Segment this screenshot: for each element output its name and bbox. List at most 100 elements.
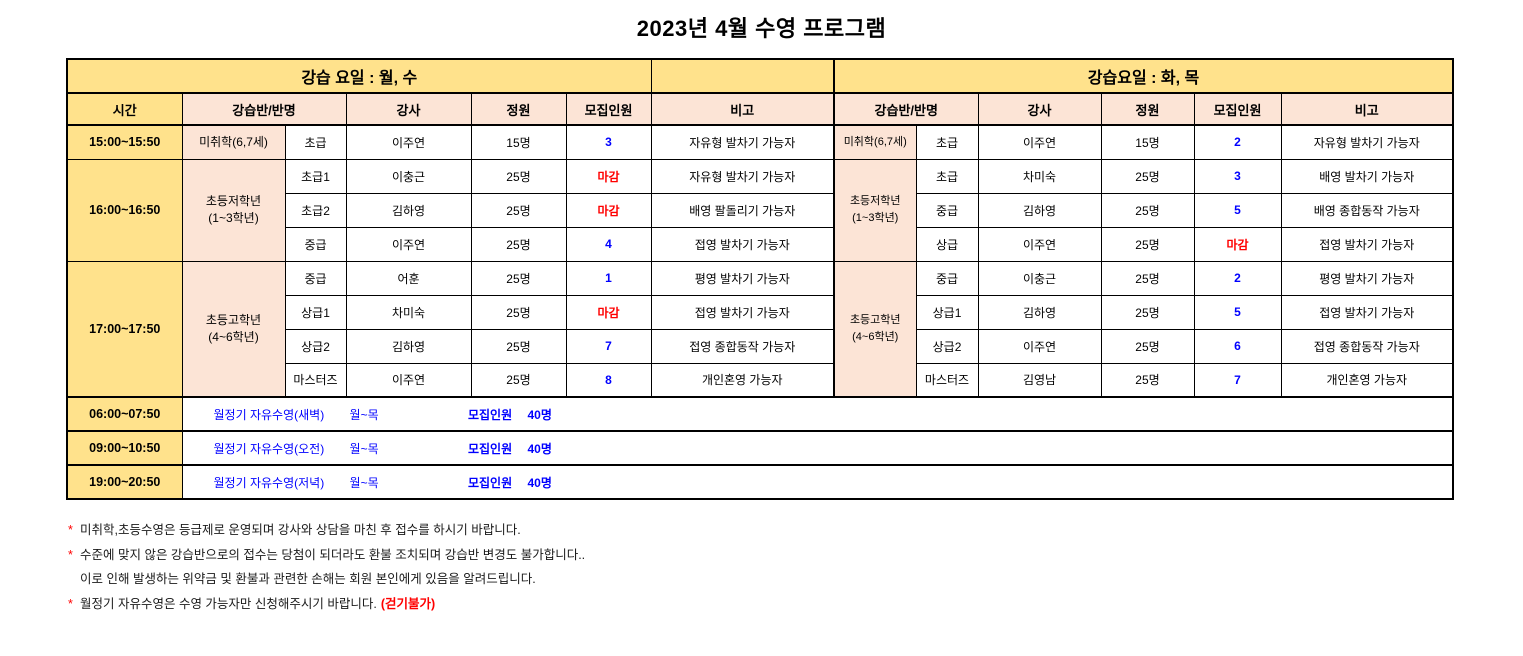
program-table: 강습 요일 : 월, 수 강습요일 : 화, 목 시간 강습반/반명 강사 정원… — [66, 58, 1454, 500]
free-swim-info: 월정기 자유수영(새벽) 월~목 모집인원 40명 — [181, 396, 1454, 432]
footnote-line: 이로 인해 발생하는 위약금 및 환불과 관련한 손해는 회원 본인에게 있음을… — [68, 567, 1523, 592]
right-class-name: 상급1 — [915, 294, 979, 330]
footnote-star: * — [68, 523, 73, 537]
footnote-text: 수준에 맞지 않은 강습반으로의 접수는 당첨이 되더라도 환불 조치되며 강습… — [80, 547, 586, 562]
time-cell: 17:00~17:50 — [66, 260, 183, 398]
right-capacity: 25명 — [1100, 158, 1195, 194]
left-class-name: 상급1 — [284, 294, 347, 330]
footnote-line: * 미취학,초등수영은 등급제로 운영되며 강사와 상담을 마친 후 접수를 하시… — [68, 518, 1523, 543]
right-instructor: 김하영 — [977, 294, 1102, 330]
right-instructor: 차미숙 — [977, 158, 1102, 194]
left-capacity: 25명 — [470, 328, 567, 364]
right-capacity: 25명 — [1100, 260, 1195, 296]
free-swim-name: 월정기 자유수영(저녁) — [213, 475, 325, 490]
free-swim-recruit-label: 모집인원 — [467, 475, 513, 490]
col-header-right-instructor: 강사 — [977, 92, 1102, 126]
left-instructor: 차미숙 — [345, 294, 472, 330]
col-header-time: 시간 — [66, 92, 183, 126]
left-class-name: 상급2 — [284, 328, 347, 364]
free-swim-count: 40명 — [527, 407, 552, 422]
right-recruit-count: 3 — [1193, 158, 1282, 194]
band-gap — [650, 58, 835, 94]
right-instructor: 이주연 — [977, 226, 1102, 262]
right-note: 개인혼영 가능자 — [1280, 362, 1454, 398]
class-row: 16:00~16:50 초등저학년 (1~3학년) 초급1 이충근 25명 마감… — [66, 158, 1454, 262]
left-capacity: 15명 — [470, 124, 567, 160]
left-class-name: 마스터즈 — [284, 362, 347, 398]
left-note: 접영 발차기 가능자 — [650, 294, 835, 330]
class-row: 마스터즈 이주연 25명 8 개인혼영 가능자 마스터즈 김영남 25명 7 개… — [67, 362, 1454, 398]
left-capacity: 25명 — [470, 226, 567, 262]
time-cell: 09:00~10:50 — [66, 430, 183, 466]
right-class-name: 초급 — [915, 158, 979, 194]
right-note: 자유형 발차기 가능자 — [1280, 124, 1454, 160]
right-group-cell: 미취학(6,7세) — [833, 124, 917, 160]
free-swim-days: 월~목 — [349, 407, 379, 422]
right-class-name: 중급 — [915, 260, 979, 296]
left-note: 평영 발차기 가능자 — [650, 260, 835, 296]
left-capacity: 25명 — [470, 158, 567, 194]
right-capacity: 15명 — [1100, 124, 1195, 160]
free-swim-recruit-label: 모집인원 — [467, 407, 513, 422]
right-recruit-count: 마감 — [1193, 226, 1282, 262]
footnote-star: * — [68, 596, 73, 611]
right-recruit-count: 7 — [1193, 362, 1282, 398]
footnote-text: 월정기 자유수영은 수영 가능자만 신청해주시기 바랍니다. — [80, 596, 377, 611]
footnotes: * 미취학,초등수영은 등급제로 운영되며 강사와 상담을 마친 후 접수를 하시… — [68, 518, 1523, 616]
right-class-name: 상급2 — [915, 328, 979, 364]
footnote-text: 이로 인해 발생하는 위약금 및 환불과 관련한 손해는 회원 본인에게 있음을… — [80, 572, 536, 586]
class-row: 상급2 김하영 25명 7 접영 종합동작 가능자 상급2 이주연 25명 6 … — [67, 328, 1454, 364]
col-header-left-group: 강습반/반명 — [181, 92, 347, 126]
col-header-right-note: 비고 — [1280, 92, 1454, 126]
left-note: 자유형 발차기 가능자 — [650, 124, 835, 160]
left-recruit-count: 8 — [565, 362, 652, 398]
class-row: 15:00~15:50 미취학(6,7세) 초급 이주연 15명 3 자유형 발… — [66, 124, 1454, 160]
left-recruit-count: 1 — [565, 260, 652, 296]
free-swim-recruit-label: 모집인원 — [467, 441, 513, 456]
free-swim-info: 월정기 자유수영(오전) 월~목 모집인원 40명 — [181, 430, 1454, 466]
right-class-name: 중급 — [915, 192, 979, 228]
left-instructor: 김하영 — [345, 328, 472, 364]
left-group-cell: 초등고학년 (4~6학년) — [181, 260, 286, 398]
time-cell: 06:00~07:50 — [66, 396, 183, 432]
free-swim-row: 09:00~10:50 월정기 자유수영(오전) 월~목 모집인원 40명 — [66, 430, 1454, 466]
class-row: 17:00~17:50 초등고학년 (4~6학년) 중급 어훈 25명 1 평영… — [66, 260, 1454, 398]
col-header-right-group: 강습반/반명 — [833, 92, 979, 126]
band-left: 강습 요일 : 월, 수 — [66, 58, 652, 94]
left-class-name: 초급1 — [284, 158, 347, 194]
right-instructor: 이주연 — [977, 328, 1102, 364]
col-header-left-note: 비고 — [650, 92, 835, 126]
free-swim-days: 월~목 — [349, 441, 379, 456]
free-swim-row: 06:00~07:50 월정기 자유수영(새벽) 월~목 모집인원 40명 — [66, 396, 1454, 432]
left-recruit-count: 마감 — [565, 294, 652, 330]
right-recruit-count: 2 — [1193, 260, 1282, 296]
left-class-name: 중급 — [284, 260, 347, 296]
footnote-warning: (걷기불가) — [380, 596, 436, 611]
right-note: 접영 종합동작 가능자 — [1280, 328, 1454, 364]
right-capacity: 25명 — [1100, 362, 1195, 398]
right-capacity: 25명 — [1100, 328, 1195, 364]
left-instructor: 이주연 — [345, 124, 472, 160]
left-class-name: 초급 — [284, 124, 347, 160]
right-recruit-count: 6 — [1193, 328, 1282, 364]
right-capacity: 25명 — [1100, 294, 1195, 330]
right-note: 배영 발차기 가능자 — [1280, 158, 1454, 194]
left-class-name: 초급2 — [284, 192, 347, 228]
band-row: 강습 요일 : 월, 수 강습요일 : 화, 목 — [66, 58, 1454, 94]
time-cell: 19:00~20:50 — [66, 464, 183, 500]
right-recruit-count: 5 — [1193, 294, 1282, 330]
left-capacity: 25명 — [470, 362, 567, 398]
left-class-name: 중급 — [284, 226, 347, 262]
free-swim-name: 월정기 자유수영(오전) — [213, 441, 325, 456]
footnote-star: * — [68, 547, 73, 562]
col-header-left-capacity: 정원 — [470, 92, 567, 126]
left-recruit-count: 7 — [565, 328, 652, 364]
left-recruit-count: 마감 — [565, 158, 652, 194]
right-group-cell: 초등고학년 (4~6학년) — [833, 260, 917, 398]
right-class-name: 마스터즈 — [915, 362, 979, 398]
left-recruit-count: 4 — [565, 226, 652, 262]
time-cell: 16:00~16:50 — [66, 158, 183, 262]
header-row: 시간 강습반/반명 강사 정원 모집인원 비고 강습반/반명 강사 정원 모집인… — [66, 92, 1454, 126]
right-capacity: 25명 — [1100, 226, 1195, 262]
